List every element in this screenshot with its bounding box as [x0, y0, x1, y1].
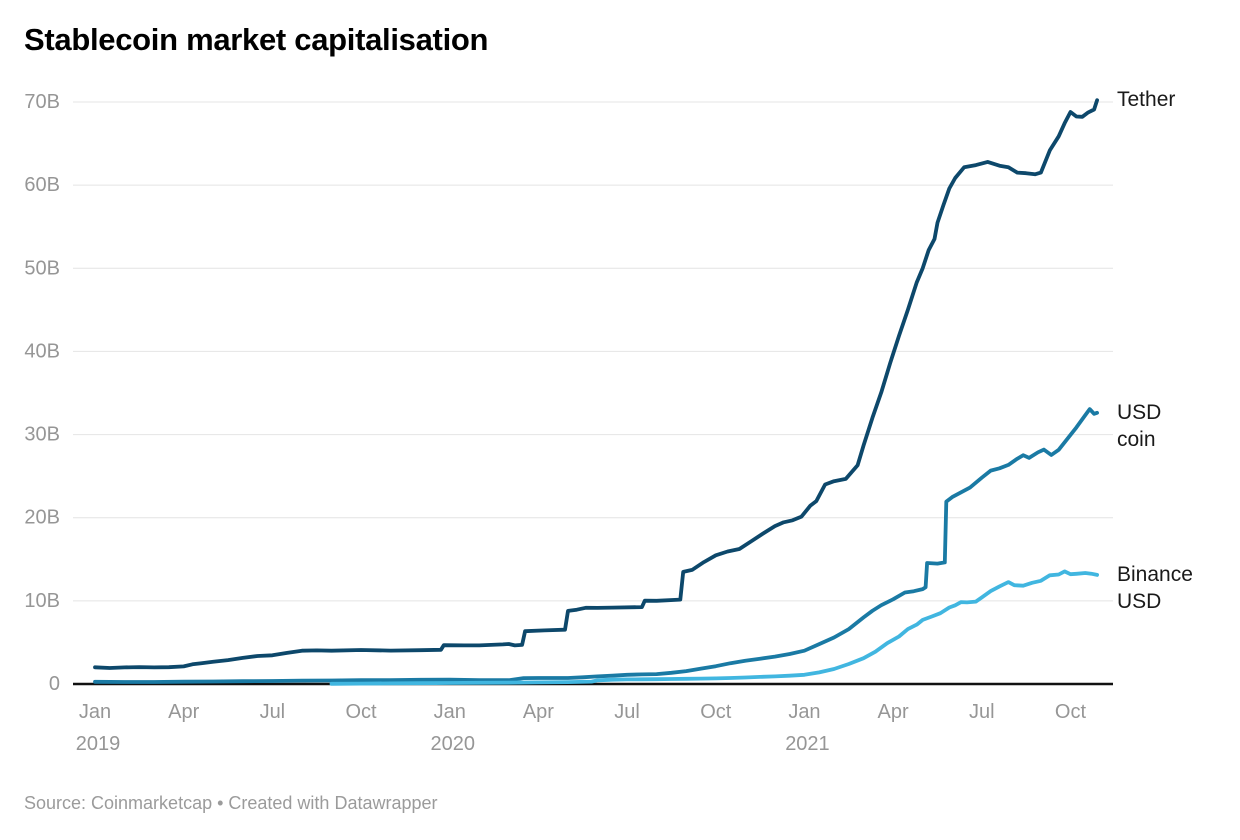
y-axis-tick-label: 10B: [24, 590, 60, 612]
x-axis-tick-label: Jul: [969, 701, 995, 723]
series-line-binance-usd: [329, 569, 1099, 686]
y-axis-tick-label: 60B: [24, 174, 60, 196]
x-axis-tick-label: Jan: [788, 701, 820, 723]
series-label-tether: Tether: [1117, 88, 1176, 112]
x-axis-tick-label: Jan: [79, 701, 111, 723]
x-axis-tick-label: Apr: [168, 701, 199, 723]
x-axis-tick-label: Oct: [1055, 701, 1087, 723]
y-axis-tick-label: 30B: [24, 424, 60, 446]
y-axis-tick-label: 20B: [24, 507, 60, 529]
y-axis-tick-label: 50B: [24, 257, 60, 279]
x-axis-tick-label: Oct: [345, 701, 377, 723]
y-axis-tick-label: 0: [49, 673, 60, 695]
y-axis-tick-label: 70B: [24, 91, 60, 113]
chart-canvas: 70B 60B 50B 40B 30B 20B 10B 0 Jan 2019 Apr Jul Oct Ja…: [24, 91, 1113, 755]
y-axis-tick-label: 40B: [24, 340, 60, 362]
series-line-usd-coin: [93, 407, 1099, 684]
x-axis-tick-label: Apr: [523, 701, 554, 723]
x-axis-tick-label: Apr: [878, 701, 909, 723]
chart: 70B 60B 50B 40B 30B 20B 10B 0 Jan 2019 Apr Jul Oct Ja…: [24, 88, 1193, 755]
x-axis-tick-label: Jan: [434, 701, 466, 723]
x-axis-tick-label: Oct: [700, 701, 732, 723]
x-axis-year-label: 2021: [785, 733, 830, 755]
x-axis-year-label: 2019: [76, 733, 121, 755]
x-axis-tick-label: Jul: [260, 701, 286, 723]
series-label-usd-coin: USD coin: [1117, 400, 1162, 451]
series-label-binance-usd: Binance USD: [1117, 563, 1193, 613]
footer-source: Source: Coinmarketcap • Created with Dat…: [24, 793, 438, 813]
series-line-tether: [93, 98, 1099, 670]
x-axis-year-label: 2020: [430, 733, 475, 755]
x-axis-tick-label: Jul: [614, 701, 640, 723]
page-title: Stablecoin market capitalisation: [24, 22, 489, 57]
